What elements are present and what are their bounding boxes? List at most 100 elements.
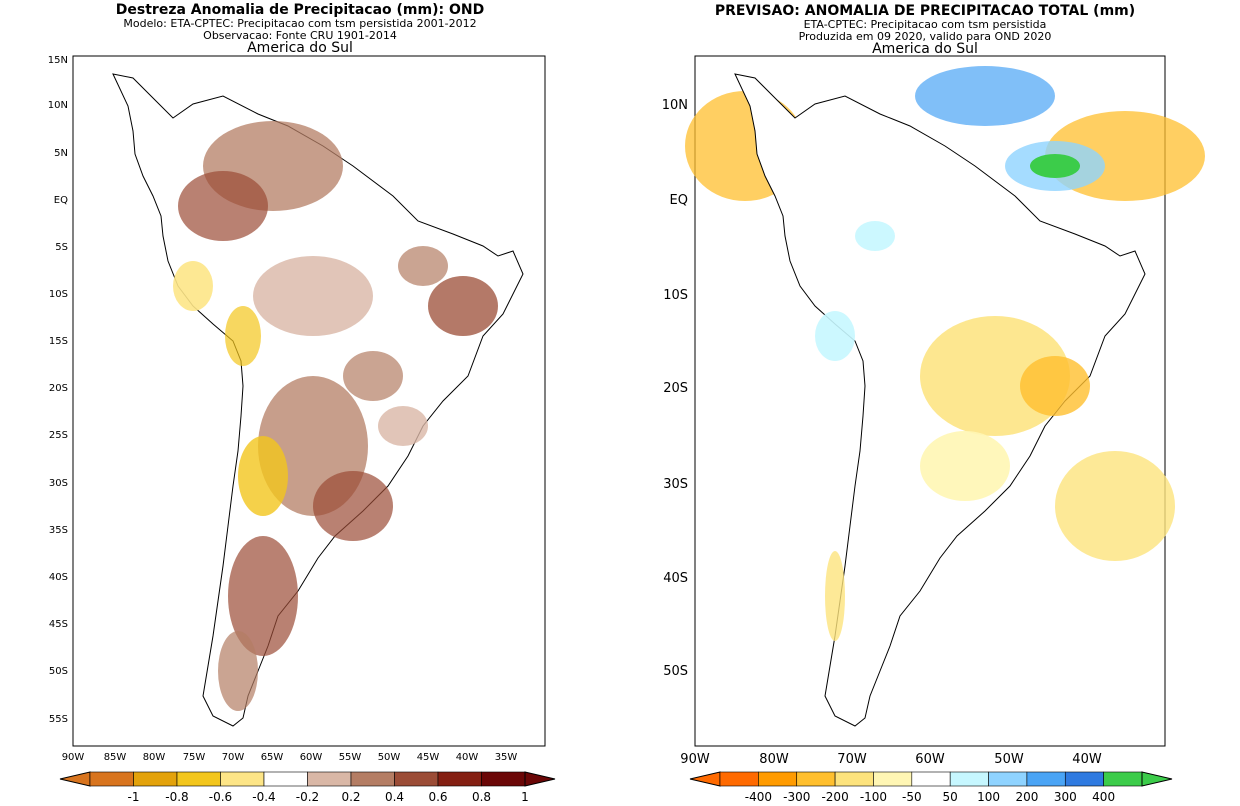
left-lon-axis: 90W 85W 80W 75W 70W 65W 60W 55W 50W 45W … — [62, 752, 518, 763]
lat-tick-label: 5N — [54, 148, 68, 159]
lon-tick-label: 40W — [1072, 752, 1102, 767]
left-region-label: America do Sul — [247, 40, 353, 56]
lat-tick-label: 40S — [663, 571, 688, 586]
lat-tick-label: 30S — [49, 478, 68, 489]
colorbar-swatch — [949, 771, 989, 787]
lat-tick-label: 10N — [48, 100, 68, 111]
colorbar-swatch — [1026, 771, 1066, 787]
colorbar-label: 1 — [521, 790, 529, 802]
right-map: 10N EQ 10S 20S 30S 40S 50S 90W 80W 70W 6… — [662, 55, 1205, 767]
colorbar-swatch — [263, 771, 308, 787]
colorbar-label: 50 — [943, 790, 958, 802]
lat-tick-label: 55S — [49, 714, 68, 725]
lat-tick-label: 5S — [55, 242, 68, 253]
lat-tick-label: 10S — [663, 288, 688, 303]
lat-tick-label: 15N — [48, 55, 68, 66]
colorbar-swatch — [307, 771, 352, 787]
colorbar-swatch — [350, 771, 395, 787]
right-colorbar-swatches — [689, 771, 1173, 787]
colorbar-right-arrow — [1141, 771, 1173, 787]
lat-tick-label: 50S — [663, 664, 688, 679]
lat-tick-label: 50S — [49, 666, 68, 677]
lon-tick-label: 50W — [378, 752, 401, 763]
lon-tick-label: 40W — [456, 752, 479, 763]
colorbar-left-arrow — [689, 771, 721, 787]
lon-tick-label: 60W — [915, 752, 945, 767]
colorbar-swatch — [1103, 771, 1143, 787]
colorbar-swatch — [796, 771, 836, 787]
colorbar-label: 0.4 — [385, 790, 404, 802]
lon-tick-label: 45W — [417, 752, 440, 763]
colorbar-swatch — [988, 771, 1028, 787]
colorbar-label: 100 — [977, 790, 1000, 802]
lon-tick-label: 70W — [222, 752, 245, 763]
lon-tick-label: 60W — [300, 752, 323, 763]
lon-tick-label: 75W — [183, 752, 206, 763]
lon-tick-label: 35W — [495, 752, 518, 763]
colorbar-swatch — [911, 771, 951, 787]
colorbar-label: 0.6 — [428, 790, 447, 802]
lat-tick-label: 20S — [49, 383, 68, 394]
lon-tick-label: 55W — [339, 752, 362, 763]
colorbar-swatch — [220, 771, 265, 787]
lat-tick-label: EQ — [670, 193, 688, 208]
left-subtitle-obs: Observacao: Fonte CRU 1901-2014 — [203, 29, 397, 42]
left-colorbar: -1 -0.8 -0.6 -0.4 -0.2 0.2 0.4 0.6 0.8 1 — [59, 771, 556, 804]
lon-tick-label: 90W — [680, 752, 710, 767]
colorbar-label: -0.2 — [296, 790, 319, 802]
lat-tick-label: 25S — [49, 430, 68, 441]
colorbar-swatch — [133, 771, 178, 787]
colorbar-label: 0.2 — [341, 790, 360, 802]
right-region-label: America do Sul — [872, 41, 978, 57]
colorbar-swatch — [834, 771, 874, 787]
right-title: PREVISAO: ANOMALIA DE PRECIPITACAO TOTAL… — [715, 3, 1135, 19]
colorbar-swatch — [176, 771, 221, 787]
lat-tick-label: 10S — [49, 289, 68, 300]
colorbar-label: 400 — [1092, 790, 1115, 802]
right-colorbar-labels: -400 -300 -200 -100 -50 50 100 200 300 400 — [745, 790, 1115, 804]
lon-tick-label: 80W — [759, 752, 789, 767]
lon-tick-label: 80W — [143, 752, 166, 763]
right-lon-axis: 90W 80W 70W 60W 50W 40W — [680, 752, 1102, 767]
colorbar-swatch — [1064, 771, 1104, 787]
colorbar-label: -1 — [128, 790, 140, 802]
colorbar-swatch — [758, 771, 798, 787]
right-lat-axis: 10N EQ 10S 20S 30S 40S 50S — [662, 98, 688, 679]
lat-tick-label: 40S — [49, 572, 68, 583]
lat-tick-label: 20S — [663, 381, 688, 396]
colorbar-label: -0.6 — [209, 790, 232, 802]
colorbar-label: 200 — [1015, 790, 1038, 802]
colorbar-label: -50 — [902, 790, 922, 802]
colorbar-label: -200 — [821, 790, 848, 802]
colorbar-left-arrow — [59, 771, 91, 787]
right-panel: PREVISAO: ANOMALIA DE PRECIPITACAO TOTAL… — [662, 3, 1205, 804]
colorbar-label: 300 — [1054, 790, 1077, 802]
lat-tick-label: 45S — [49, 619, 68, 630]
colorbar-label: -100 — [860, 790, 887, 802]
left-colorbar-swatches — [59, 771, 556, 787]
colorbar-label: -300 — [783, 790, 810, 802]
lat-tick-label: EQ — [54, 195, 68, 206]
colorbar-swatch — [873, 771, 913, 787]
left-colorbar-labels: -1 -0.8 -0.6 -0.4 -0.2 0.2 0.4 0.6 0.8 1 — [128, 790, 529, 804]
colorbar-label: 0.8 — [472, 790, 491, 802]
right-subtitle-model: ETA-CPTEC: Precipitacao com tsm persisti… — [804, 18, 1047, 31]
left-panel: Destreza Anomalia de Precipitacao (mm): … — [48, 2, 556, 804]
lat-tick-label: 35S — [49, 525, 68, 536]
lon-tick-label: 65W — [261, 752, 284, 763]
lat-tick-label: 30S — [663, 477, 688, 492]
lon-tick-label: 90W — [62, 752, 85, 763]
lon-tick-label: 85W — [104, 752, 127, 763]
right-colorbar: -400 -300 -200 -100 -50 50 100 200 300 400 — [689, 771, 1173, 804]
colorbar-swatch — [481, 771, 526, 787]
colorbar-label: -0.8 — [165, 790, 188, 802]
left-title: Destreza Anomalia de Precipitacao (mm): … — [116, 2, 484, 18]
colorbar-swatch — [394, 771, 439, 787]
colorbar-swatch — [437, 771, 482, 787]
lon-tick-label: 50W — [994, 752, 1024, 767]
left-lat-axis: 15N 10N 5N EQ 5S 10S 15S 20S 25S 30S 35S… — [48, 55, 68, 725]
colorbar-right-arrow — [524, 771, 556, 787]
colorbar-swatch — [89, 771, 134, 787]
right-subtitle-issue: Produzida em 09 2020, valido para OND 20… — [799, 30, 1052, 43]
